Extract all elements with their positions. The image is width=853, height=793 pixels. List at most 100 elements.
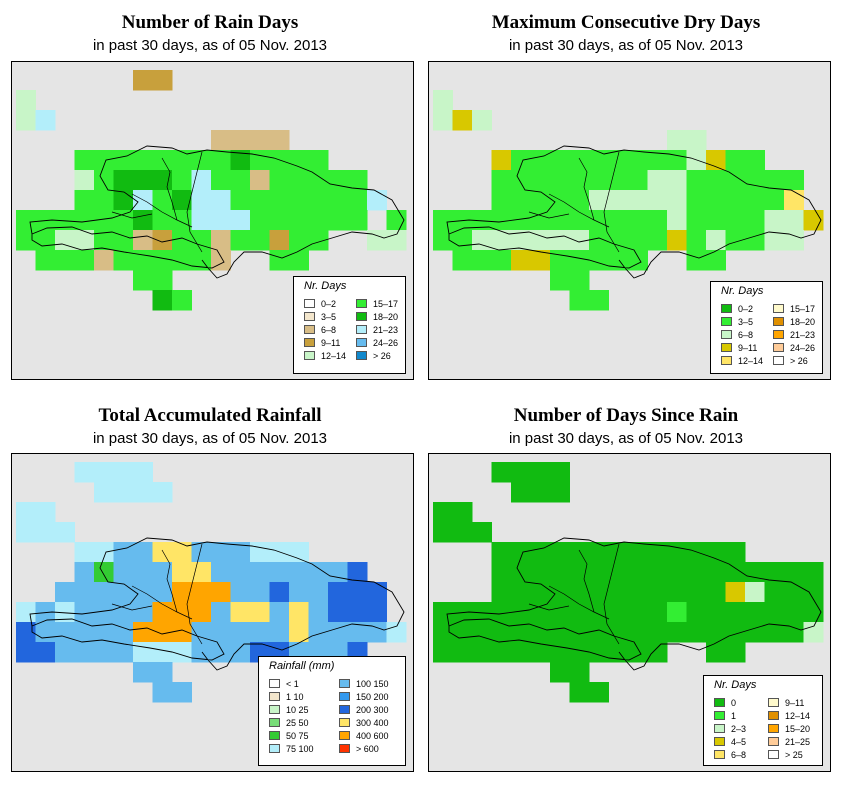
grid-cell — [172, 682, 192, 703]
grid-cell — [172, 190, 192, 211]
grid-cell — [113, 542, 134, 563]
grid-cell — [589, 290, 609, 311]
legend-swatch — [721, 317, 732, 326]
grid-cell — [172, 642, 192, 663]
grid-cell — [491, 190, 512, 211]
grid-cell — [628, 582, 648, 603]
grid-cell — [113, 622, 134, 643]
grid-cell — [550, 230, 570, 251]
grid-cell — [491, 642, 512, 663]
grid-cell — [589, 230, 609, 251]
grid-cell — [55, 582, 75, 603]
legend-label: 300 400 — [356, 717, 389, 728]
grid-cell — [706, 190, 726, 211]
grid-cell — [250, 170, 270, 191]
grid-cell — [608, 542, 629, 563]
grid-cell — [784, 170, 804, 191]
grid-cell — [550, 170, 570, 191]
legend-entry: 6–8 — [304, 324, 336, 335]
grid-cell — [133, 230, 153, 251]
grid-cell — [55, 210, 75, 231]
grid-cell — [511, 462, 531, 483]
grid-cell — [133, 170, 153, 191]
grid-cell — [289, 582, 309, 603]
legend-label: 24–26 — [373, 337, 399, 348]
grid-cell — [35, 502, 56, 523]
grid-cell — [289, 230, 309, 251]
grid-cell — [686, 130, 707, 151]
grid-cell — [74, 210, 95, 231]
grid-cell — [452, 250, 473, 271]
grid-cell — [530, 562, 551, 583]
grid-cell — [511, 170, 531, 191]
grid-cell — [628, 250, 648, 271]
grid-cell — [803, 622, 824, 643]
grid-cell — [191, 230, 212, 251]
grid-cell — [667, 170, 687, 191]
grid-cell — [55, 250, 75, 271]
grid-cell — [764, 170, 785, 191]
legend-swatch — [339, 744, 350, 753]
grid-cell — [289, 562, 309, 583]
grid-cell — [211, 170, 231, 191]
grid-cell — [152, 642, 173, 663]
grid-cell — [472, 602, 492, 623]
grid-cell — [347, 170, 368, 191]
grid-cell — [628, 210, 648, 231]
grid-cell — [191, 150, 212, 171]
coastline — [446, 537, 822, 671]
grid-cell — [250, 210, 270, 231]
grid-cell — [725, 170, 746, 191]
grid-cell — [706, 582, 726, 603]
grid-cell — [550, 622, 570, 643]
legend-swatch — [304, 338, 315, 347]
grid-cell — [764, 602, 785, 623]
grid-cell — [472, 522, 492, 543]
grid-cell — [589, 250, 609, 271]
grid-cell — [172, 562, 192, 583]
grid-cell — [725, 562, 746, 583]
legend-label: 9–11 — [738, 342, 758, 353]
grid-cell — [686, 170, 707, 191]
legend-entry: 75 100 — [269, 743, 314, 754]
grid-cell — [367, 602, 387, 623]
legend-entry: 6–8 — [721, 329, 753, 340]
grid-cell — [745, 622, 765, 643]
legend-label: 9–11 — [785, 697, 805, 708]
grid-cell — [472, 110, 492, 131]
grid-cell — [94, 642, 114, 663]
grid-cell — [269, 210, 290, 231]
grid-cell — [745, 562, 765, 583]
grid-cell — [667, 562, 687, 583]
grid-cell — [725, 642, 746, 663]
grid-cell — [74, 170, 95, 191]
grid-cell — [530, 190, 551, 211]
grid-cell — [289, 170, 309, 191]
grid-cell — [133, 542, 153, 563]
grid-cell — [784, 210, 804, 231]
legend-swatch — [721, 343, 732, 352]
legend-title: Nr. Days — [714, 679, 757, 691]
grid-cell — [745, 190, 765, 211]
grid-cell — [16, 90, 36, 111]
grid-cell — [133, 250, 153, 271]
legend-label: 0 — [731, 697, 737, 708]
grid-cell — [250, 582, 270, 603]
grid-cell — [133, 642, 153, 663]
grid-cell — [589, 210, 609, 231]
legend-entry: 300 400 — [339, 717, 389, 728]
grid-cell — [647, 150, 668, 171]
grid-cell — [308, 190, 329, 211]
grid-cell — [764, 210, 785, 231]
grid-cell — [628, 190, 648, 211]
grid-cell — [16, 642, 36, 663]
grid-cell — [569, 582, 590, 603]
legend-entry: 15–20 — [768, 723, 810, 734]
grid-cell — [289, 190, 309, 211]
legend-entry: 21–23 — [773, 329, 815, 340]
grid-cell — [152, 622, 173, 643]
legend-swatch — [304, 299, 315, 308]
grid-cell — [74, 622, 95, 643]
grid-cell — [589, 622, 609, 643]
border-line — [111, 151, 203, 253]
